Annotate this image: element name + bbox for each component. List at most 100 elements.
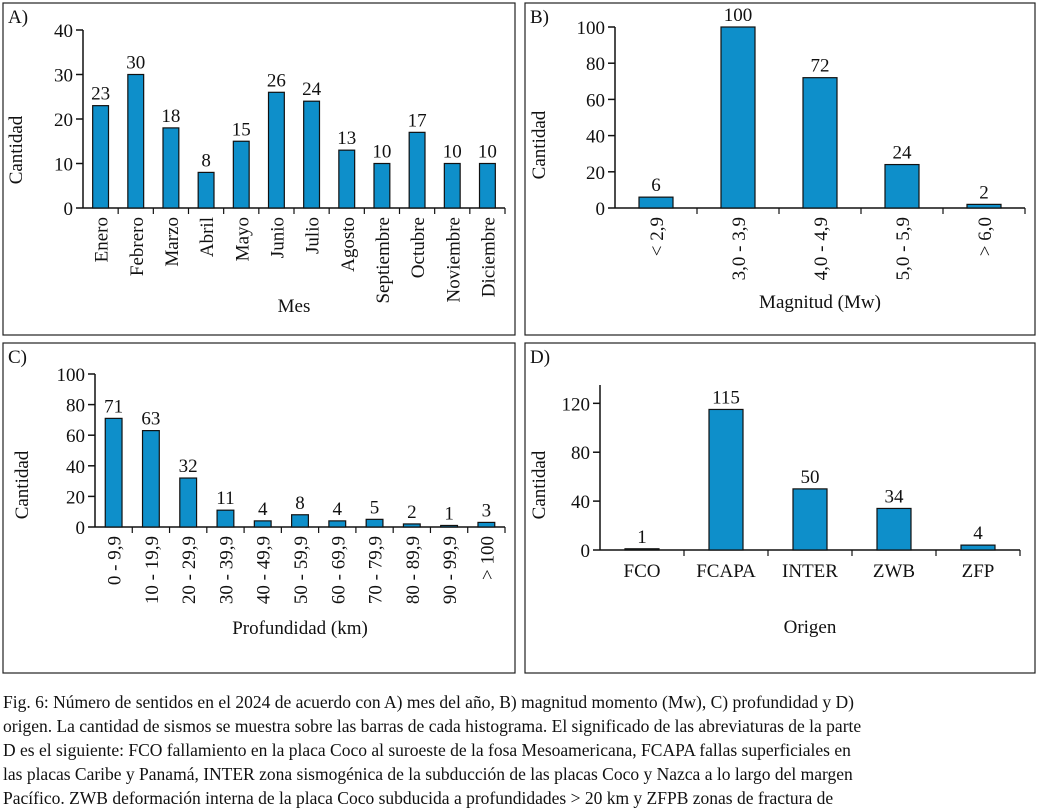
x-tick-label: 60 - 69,9 bbox=[328, 536, 349, 604]
bar bbox=[365, 518, 384, 528]
value-label: 63 bbox=[141, 409, 160, 430]
bar bbox=[638, 196, 674, 209]
bar bbox=[876, 507, 912, 551]
bar bbox=[884, 163, 920, 209]
value-label: 18 bbox=[161, 106, 180, 127]
value-label: 6 bbox=[651, 175, 661, 196]
x-tick-label: Agosto bbox=[338, 217, 359, 272]
value-label: 32 bbox=[179, 456, 198, 477]
x-tick-label: 4,0 - 4,9 bbox=[811, 217, 832, 280]
x-tick-label: ZFP bbox=[962, 561, 995, 582]
y-tick-label: 40 bbox=[66, 457, 85, 478]
value-label: 4 bbox=[973, 523, 983, 544]
y-tick-label: 80 bbox=[571, 443, 590, 464]
value-label: 71 bbox=[104, 396, 123, 417]
caption-line: D es el siguiente: FCO fallamiento en la… bbox=[3, 740, 851, 760]
value-label: 8 bbox=[201, 150, 211, 171]
x-tick-label: 20 - 29,9 bbox=[179, 536, 200, 604]
bar bbox=[338, 149, 356, 209]
y-tick-label: 20 bbox=[586, 163, 605, 184]
x-tick-label: 30 - 39,9 bbox=[216, 536, 237, 604]
panel-frame bbox=[524, 342, 1036, 674]
value-label: 1 bbox=[637, 527, 647, 548]
caption-line: Pacífico. ZWB deformación interna de la … bbox=[3, 788, 834, 808]
value-label: 34 bbox=[885, 486, 905, 507]
x-tick-label: 70 - 79,9 bbox=[366, 536, 387, 604]
bar bbox=[162, 127, 180, 209]
bar bbox=[92, 105, 110, 209]
bar bbox=[960, 544, 996, 551]
x-axis-label: Magnitud (Mw) bbox=[759, 292, 881, 313]
bar bbox=[104, 417, 123, 528]
value-label: 50 bbox=[801, 467, 820, 488]
panel-label: D) bbox=[530, 347, 550, 368]
y-tick-label: 0 bbox=[76, 518, 86, 539]
value-label: 26 bbox=[267, 70, 286, 91]
y-axis-label: Cantidad bbox=[529, 450, 550, 519]
x-axis-label: Mes bbox=[278, 296, 311, 317]
x-tick-label: INTER bbox=[782, 561, 838, 582]
bar bbox=[328, 520, 347, 528]
bar bbox=[303, 100, 321, 209]
x-tick-label: Septiembre bbox=[373, 217, 394, 304]
x-tick-label: FCO bbox=[624, 561, 661, 582]
x-axis-label: Profundidad (km) bbox=[232, 618, 368, 639]
value-label: 11 bbox=[216, 488, 234, 509]
value-label: 8 bbox=[295, 493, 305, 514]
bar bbox=[440, 524, 459, 528]
y-tick-label: 80 bbox=[586, 54, 605, 75]
x-tick-label: 80 - 89,9 bbox=[403, 536, 424, 604]
bar bbox=[373, 162, 391, 209]
value-label: 15 bbox=[232, 119, 251, 140]
bar bbox=[478, 162, 496, 209]
bar bbox=[141, 430, 160, 528]
bar bbox=[720, 26, 756, 209]
x-tick-label: > 6,0 bbox=[975, 217, 996, 256]
value-label: 10 bbox=[478, 142, 497, 163]
bar bbox=[802, 77, 838, 209]
value-label: 2 bbox=[979, 182, 989, 203]
value-label: 30 bbox=[126, 53, 145, 74]
x-tick-label: Mayo bbox=[232, 217, 253, 261]
value-label: 13 bbox=[337, 128, 356, 149]
value-label: 72 bbox=[811, 56, 830, 77]
x-tick-label: Junio bbox=[267, 217, 288, 258]
bar bbox=[179, 477, 198, 528]
value-label: 1 bbox=[444, 503, 454, 524]
y-tick-label: 40 bbox=[571, 492, 590, 513]
panel-label: C) bbox=[8, 347, 27, 368]
y-tick-label: 60 bbox=[66, 426, 85, 447]
caption-line: Fig. 6: Número de sentidos en el 2024 de… bbox=[3, 692, 855, 712]
y-tick-label: 100 bbox=[577, 18, 606, 39]
y-tick-label: 0 bbox=[64, 199, 74, 220]
bar bbox=[197, 171, 215, 209]
x-tick-label: Enero bbox=[92, 217, 113, 262]
bar bbox=[127, 73, 145, 209]
panel-frame bbox=[2, 2, 516, 336]
x-tick-label: 3,0 - 3,9 bbox=[729, 217, 750, 280]
value-label: 4 bbox=[333, 499, 343, 520]
y-tick-label: 10 bbox=[54, 155, 73, 176]
y-tick-label: 20 bbox=[66, 487, 85, 508]
caption-line: las placas Caribe y Panamá, INTER zona s… bbox=[3, 764, 853, 784]
y-tick-label: 120 bbox=[562, 394, 591, 415]
value-label: 4 bbox=[258, 499, 268, 520]
y-tick-label: 100 bbox=[57, 365, 86, 386]
x-tick-label: Abril bbox=[197, 217, 218, 257]
bar bbox=[216, 509, 235, 528]
caption-line: origen. La cantidad de sismos se muestra… bbox=[3, 716, 862, 736]
x-tick-label: 50 - 59,9 bbox=[291, 536, 312, 604]
x-tick-label: Noviembre bbox=[443, 217, 464, 302]
value-label: 115 bbox=[712, 387, 740, 408]
value-label: 10 bbox=[372, 142, 391, 163]
bar bbox=[291, 514, 309, 528]
panel-label: A) bbox=[8, 7, 28, 28]
bar bbox=[708, 408, 744, 551]
x-tick-label: 0 - 9,9 bbox=[105, 536, 126, 585]
value-label: 3 bbox=[482, 500, 492, 521]
value-label: 24 bbox=[302, 79, 322, 100]
x-tick-label: 10 - 19,9 bbox=[142, 536, 163, 604]
value-label: 100 bbox=[724, 5, 753, 26]
value-label: 5 bbox=[370, 497, 380, 518]
